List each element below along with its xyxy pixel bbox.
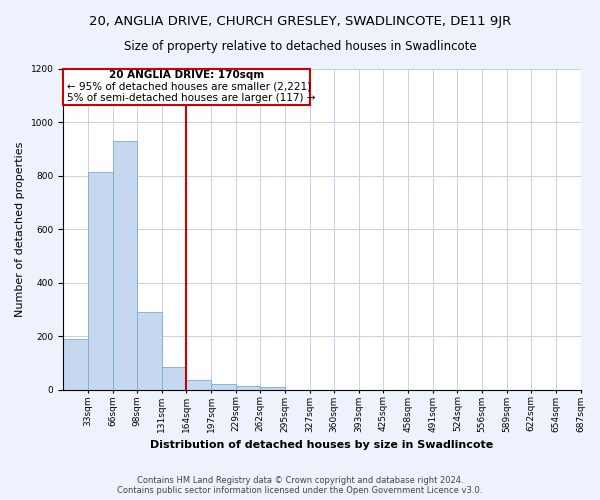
Text: 20, ANGLIA DRIVE, CHURCH GRESLEY, SWADLINCOTE, DE11 9JR: 20, ANGLIA DRIVE, CHURCH GRESLEY, SWADLI… [89, 15, 511, 28]
Bar [113, 141, 137, 390]
X-axis label: Distribution of detached houses by size in Swadlincote: Distribution of detached houses by size … [150, 440, 494, 450]
Bar [88, 172, 113, 390]
Text: Size of property relative to detached houses in Swadlincote: Size of property relative to detached ho… [124, 40, 476, 53]
Bar [63, 339, 88, 390]
FancyBboxPatch shape [63, 68, 310, 104]
Bar [236, 386, 260, 390]
Bar [260, 386, 285, 390]
Y-axis label: Number of detached properties: Number of detached properties [15, 142, 25, 317]
Text: Contains HM Land Registry data © Crown copyright and database right 2024.
Contai: Contains HM Land Registry data © Crown c… [118, 476, 482, 495]
Text: 5% of semi-detached houses are larger (117) →: 5% of semi-detached houses are larger (1… [67, 93, 316, 103]
Text: 20 ANGLIA DRIVE: 170sqm: 20 ANGLIA DRIVE: 170sqm [109, 70, 264, 80]
Bar [211, 384, 236, 390]
Text: ← 95% of detached houses are smaller (2,221): ← 95% of detached houses are smaller (2,… [67, 81, 311, 91]
Bar [187, 380, 211, 390]
Bar [162, 367, 187, 390]
Bar [137, 312, 162, 390]
